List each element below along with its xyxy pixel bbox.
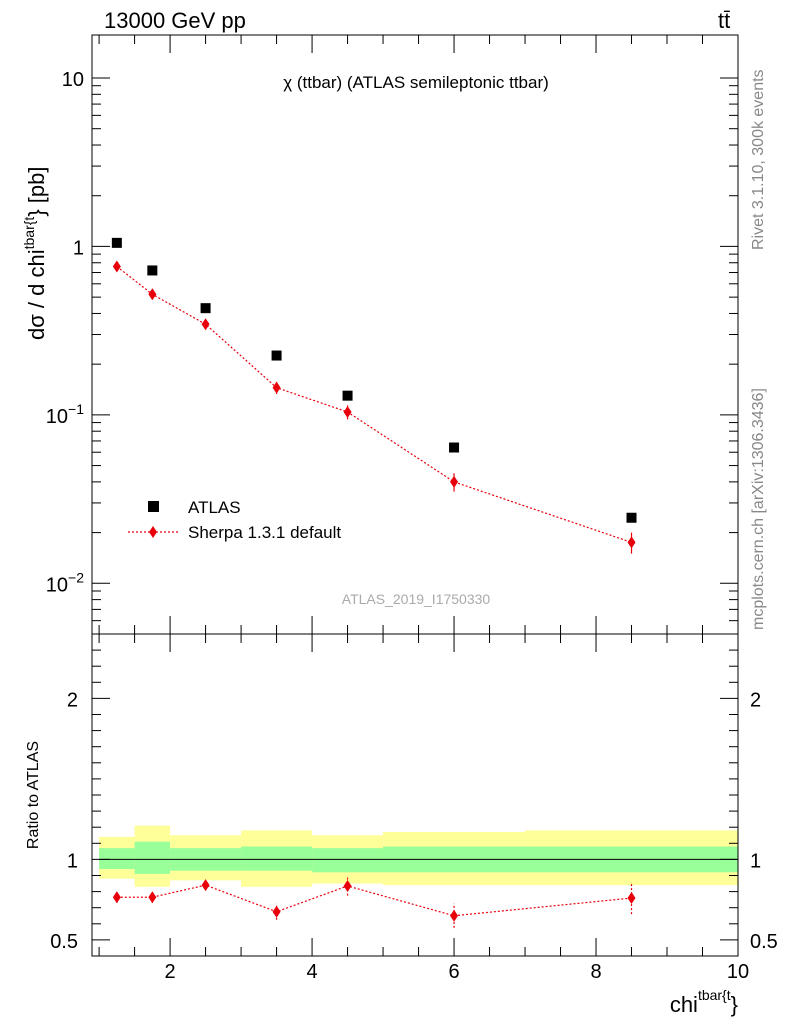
y-axis-label-prefix: dσ / d chi <box>24 249 49 340</box>
ratio-axis-ticks <box>92 634 739 956</box>
atlas-point <box>200 303 211 314</box>
atlas-point <box>342 390 353 401</box>
x-tick-label: 2 <box>165 961 176 983</box>
main-axis-ticks <box>92 35 739 635</box>
ratio-stat-band <box>312 848 384 873</box>
atlas-point <box>147 265 158 276</box>
x-axis-label-base: chi <box>670 992 698 1017</box>
energy-label: 13000 GeV pp <box>104 8 246 33</box>
atlas-point <box>111 237 122 248</box>
atlas-point <box>271 350 282 361</box>
sherpa-point <box>112 260 121 273</box>
ratio-y-tick-label-right: 2 <box>750 689 761 711</box>
legend-atlas-marker <box>148 501 159 512</box>
rivet-version-label: Rivet 3.1.10, 300k events <box>750 69 767 250</box>
x-axis-label-suffix: } <box>731 992 738 1017</box>
x-tick-label: 4 <box>307 961 318 983</box>
process-label: tt̄ <box>718 8 730 33</box>
y-axis-label-superscript: tbar{t <box>21 217 37 250</box>
ratio-sherpa-point <box>450 909 459 922</box>
y-tick-label-base: 10 <box>46 406 68 428</box>
ratio-stat-band <box>99 848 135 870</box>
y-tick-label-base: 10 <box>46 574 68 596</box>
x-axis-label-superscript: tbar{t <box>698 987 731 1003</box>
ratio-y-tick-label: 0.5 <box>50 931 78 953</box>
x-tick-label: 8 <box>590 961 601 983</box>
sherpa-point <box>272 381 281 394</box>
x-tick-label: 10 <box>727 961 749 983</box>
chart-title: χ (ttbar) (ATLAS semileptonic ttbar) <box>283 73 549 92</box>
ratio-stat-band <box>241 846 313 871</box>
x-axis-label: chitbar{t} <box>670 987 738 1017</box>
y-tick-label-exponent: −2 <box>68 569 84 585</box>
ratio-tick-labels: 0.5 0.5 1 1 2 2 2 4 6 8 10 <box>50 689 778 983</box>
ratio-sherpa-point <box>148 891 157 904</box>
ratio-y-tick-label: 1 <box>67 850 78 872</box>
main-series-layer <box>111 237 637 554</box>
y-axis-label-suffix: } [pb] <box>24 167 49 217</box>
sherpa-point <box>450 475 459 488</box>
mcplots-label: mcplots.cern.ch [arXiv:1306.3436] <box>750 388 767 630</box>
y-tick-label: 10−1 <box>46 401 84 428</box>
sherpa-point <box>201 318 210 331</box>
ratio-sherpa-line <box>116 884 632 917</box>
sherpa-point <box>343 405 352 418</box>
ratio-plot-frame <box>91 633 739 957</box>
y-tick-label: 1 <box>73 237 84 259</box>
ratio-uncertainty-bands <box>99 825 738 887</box>
legend-sherpa-label: Sherpa 1.3.1 default <box>188 523 341 542</box>
ratio-y-tick-label: 2 <box>67 689 78 711</box>
atlas-point <box>626 512 637 523</box>
y-tick-label-exponent: −1 <box>68 401 84 417</box>
legend-sherpa-marker <box>149 526 157 538</box>
y-tick-label: 10 <box>62 69 84 91</box>
sherpa-point <box>627 536 636 549</box>
ratio-sherpa-point <box>272 905 281 918</box>
main-plot-frame <box>91 34 739 635</box>
x-tick-label: 6 <box>448 961 459 983</box>
ratio-sherpa-point <box>112 891 121 904</box>
ratio-y-tick-label-right: 0.5 <box>750 931 778 953</box>
ratio-sherpa-point <box>201 879 210 892</box>
sherpa-point <box>148 288 157 301</box>
y-tick-label: 10−2 <box>46 569 84 596</box>
ratio-y-tick-label-right: 1 <box>750 850 761 872</box>
atlas-point <box>449 442 460 453</box>
legend-atlas-label: ATLAS <box>188 498 241 517</box>
ratio-series-layer <box>112 876 636 928</box>
ratio-sherpa-point <box>627 892 636 905</box>
ratio-sherpa-point <box>343 879 352 892</box>
legend: ATLAS Sherpa 1.3.1 default <box>128 498 341 542</box>
analysis-watermark: ATLAS_2019_I1750330 <box>342 591 491 607</box>
ratio-stat-band <box>134 841 171 874</box>
ratio-y-axis-label: Ratio to ATLAS <box>25 741 42 849</box>
y-axis-label: dσ / d chitbar{t} [pb] <box>21 167 49 340</box>
ratio-panel: 0.5 0.5 1 1 2 2 2 4 6 8 10 Ratio to ATLAS chitbar{… <box>25 633 778 1017</box>
